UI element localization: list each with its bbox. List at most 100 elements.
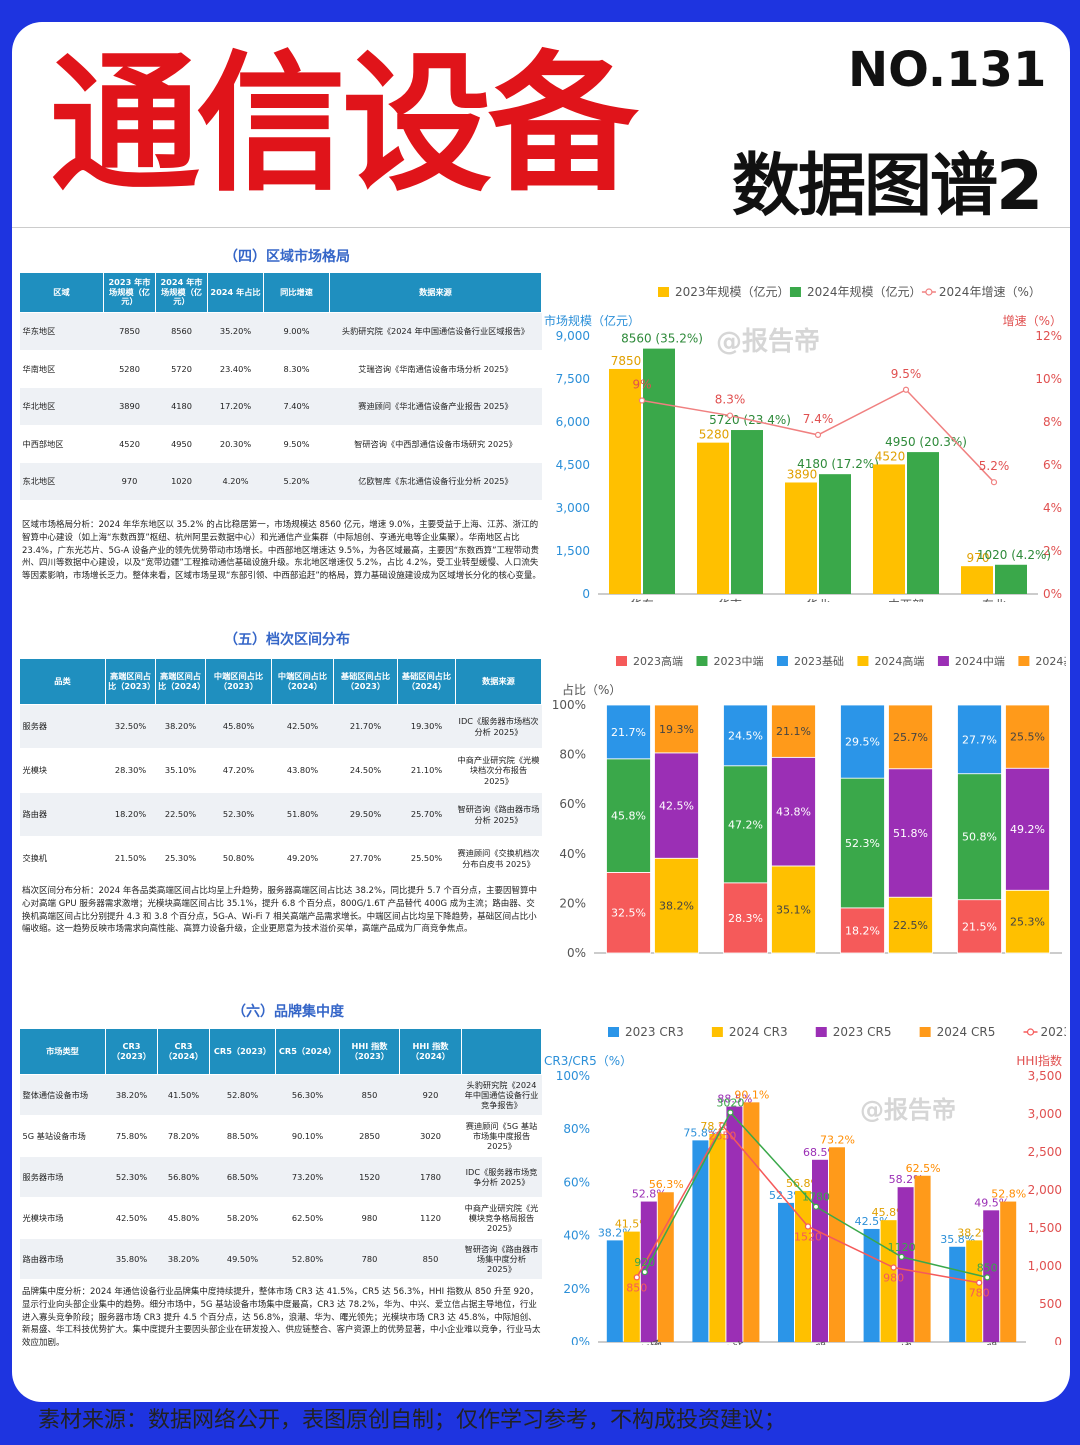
stack-segment (1005, 889, 1050, 954)
issue-number: NO.131 (848, 42, 1047, 98)
value-cell: 73.20% (275, 1156, 340, 1198)
stack-segment (888, 704, 933, 770)
table-header-cell: 数据来源 (455, 658, 542, 705)
x-tick-label: 华东 (630, 598, 654, 602)
table-header-cell: CR3（2024） (157, 1028, 210, 1075)
legend-swatch (1018, 656, 1030, 666)
source-cell: 头豹研究院《2024 年中国通信设备行业区域报告》 (329, 312, 542, 351)
legend-label: 2023年规模（亿元） (675, 284, 790, 299)
stack-label: 21.7% (611, 726, 646, 739)
table-header-cell: 基础区间占比（2024） (397, 658, 456, 705)
value-cell: 43.80% (271, 748, 334, 793)
value-cell: 780 (339, 1238, 400, 1280)
legend-label: 2023 CR3 (625, 1025, 684, 1039)
watermark: @报告帝 (860, 1096, 956, 1124)
value-cell: 23.40% (207, 350, 264, 388)
row-label-cell: 整体通信设备市场 (19, 1074, 106, 1116)
value-cell: 9.50% (263, 425, 330, 463)
bar-2023-cr5 (812, 1159, 828, 1342)
row-label-cell: 路由器市场 (19, 1238, 106, 1280)
hhi-point (641, 1268, 648, 1276)
stack-label: 29.5% (845, 736, 880, 749)
bar-2024 (995, 564, 1027, 594)
value-cell: 850 (339, 1074, 400, 1116)
value-cell: 8560 (155, 312, 208, 351)
stack-segment (723, 882, 768, 954)
stack-label: 24.5% (728, 729, 763, 742)
value-cell: 35.10% (155, 748, 206, 793)
table-header-cell: CR5（2023） (209, 1028, 276, 1075)
bar-2023-cr5 (897, 1187, 914, 1342)
table-row: 华东地区 7850 8560 35.20% 9.00% 头豹研究院《2024 年中国通信设… (19, 312, 542, 351)
x-tick-label: 服务器 (634, 956, 670, 957)
value-cell: 52.80% (209, 1074, 276, 1116)
header-divider (12, 227, 1070, 228)
growth-label: 5.2% (979, 459, 1010, 473)
y-tick-label: 0 (582, 587, 590, 601)
value-cell: 56.80% (157, 1156, 210, 1198)
value-cell: 50.80% (205, 836, 272, 881)
source-cell: 中商产业研究院《光模块档次分布报告 2025》 (455, 748, 542, 793)
table-header-cell: 2024 年占比 (207, 272, 264, 313)
legend-label: 2023中端 (713, 655, 763, 668)
hhi-point (890, 1264, 897, 1271)
hhi-point (727, 1109, 734, 1116)
growth-label: 9.5% (891, 367, 922, 381)
bar-2023-cr5 (640, 1201, 657, 1342)
analysis-regional: 区域市场格局分析：2024 年华东地区以 35.2% 的占比稳居第一，市场规模达… (22, 520, 541, 581)
value-cell: 51.80% (271, 792, 334, 837)
hhi-label: 1120 (888, 1241, 916, 1254)
stack-segment (957, 899, 1002, 954)
hhi-point (804, 1223, 812, 1230)
value-cell: 920 (399, 1074, 462, 1116)
stack-label: 50.8% (962, 831, 997, 844)
legend-dot-marker (1026, 1028, 1035, 1036)
hhi-label: 850 (626, 1281, 647, 1294)
table-header-cell (461, 1028, 542, 1075)
stack-segment (771, 756, 816, 867)
row-label-cell: 东北地区 (19, 462, 104, 501)
value-cell: 45.80% (205, 704, 272, 749)
value-cell: 5280 (103, 350, 156, 388)
y-tick-label: 20% (563, 1282, 590, 1296)
source-cell: 中商产业研究院《光模块竞争格局报告 2025》 (461, 1197, 542, 1239)
table-header-row: 品类 高端区间占比（2023） 高端区间占比（2024） 中端区间占比（2023） 中端… (19, 658, 542, 705)
legend-label: 2024年增速（%） (939, 285, 1041, 299)
value-cell: 7850 (103, 312, 156, 351)
table-row: 路由器市场 35.80% 38.20% 49.50% 52.80% 780 850 智研咨询《… (19, 1238, 542, 1280)
value-cell: 17.20% (207, 387, 264, 426)
bar-2023-cr5 (726, 1106, 743, 1342)
y2-axis-label: HHI指数 (1016, 1053, 1062, 1068)
bar-2024-cr5 (914, 1175, 931, 1342)
value-cell: 4.20% (207, 462, 264, 501)
bar-label-2023: 4520 (875, 449, 906, 463)
stack-label: 27.7% (962, 733, 997, 746)
value-cell: 3890 (103, 387, 156, 426)
value-cell: 1120 (399, 1197, 462, 1239)
stack-label: 43.8% (776, 806, 811, 819)
poster-subtitle: 数据图谱2 (732, 147, 1043, 226)
stack-label: 42.5% (659, 800, 694, 813)
value-cell: 20.30% (207, 425, 264, 463)
table-header-cell: HHI 指数（2024） (399, 1028, 462, 1075)
table-row: 整体通信设备市场 38.20% 41.50% 52.80% 56.30% 850 920 头豹… (19, 1074, 542, 1116)
stack-segment (840, 907, 885, 954)
growth-point (814, 431, 822, 438)
stack-label: 22.5% (893, 919, 928, 932)
value-cell: 42.50% (105, 1197, 158, 1239)
stack-segment (723, 704, 768, 767)
legend-label: 2023高端 (633, 654, 683, 668)
row-label-cell: 中西部地区 (19, 425, 104, 463)
bar-label-2024: 4180 (17.2%) (797, 457, 879, 471)
table-header-cell: 市场类型 (19, 1028, 106, 1075)
bar-2023-cr5 (983, 1210, 1000, 1342)
table-header-cell: 2023 年市场规模（亿元） (103, 272, 156, 313)
bar-2024 (731, 430, 763, 594)
bar-label-2023: 7850 (611, 354, 642, 368)
poster-card: 通信设备 NO.131 数据图谱2 （四）区域市场格局 区域 2023 年市场规模… (12, 22, 1070, 1402)
value-cell: 56.30% (275, 1074, 340, 1116)
bar-2024-cr3 (966, 1240, 983, 1342)
poster-title: 通信设备 (50, 38, 638, 212)
table-header-cell: CR5（2024） (275, 1028, 340, 1075)
bar-2023-cr3 (778, 1202, 794, 1342)
